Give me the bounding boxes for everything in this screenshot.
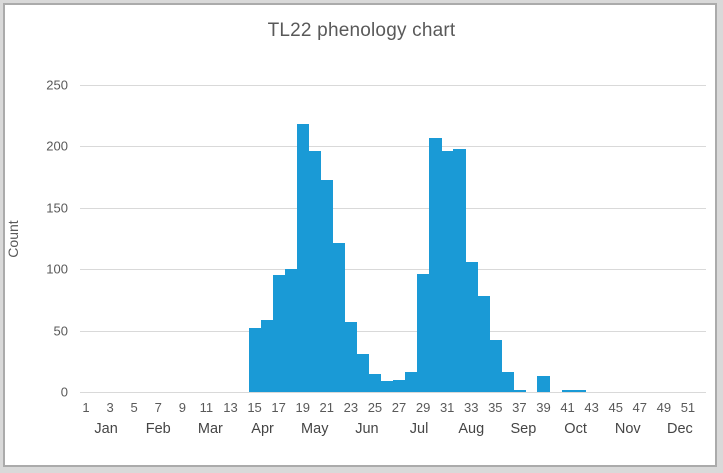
bar-week-29 <box>417 274 430 392</box>
bar-week-30 <box>429 137 442 392</box>
x-month-label-nov: Nov <box>614 421 641 437</box>
x-tick-label-week-5: 5 <box>130 400 138 415</box>
x-tick-label-week-43: 43 <box>584 400 599 415</box>
x-tick-label-week-39: 39 <box>536 400 551 415</box>
x-month-label-jan: Jan <box>94 421 118 437</box>
y-tick-label-250: 250 <box>46 77 68 93</box>
x-tick-label-week-41: 41 <box>560 400 575 415</box>
bar-week-34 <box>477 296 490 392</box>
x-month-label-jun: Jun <box>355 421 379 437</box>
bar-week-20 <box>308 151 322 392</box>
x-month-label-apr: Apr <box>251 421 274 437</box>
bar-week-31 <box>441 151 454 392</box>
bar-week-33 <box>465 261 478 392</box>
x-tick-label-week-1: 1 <box>82 400 90 415</box>
x-month-label-sep: Sep <box>510 421 537 437</box>
x-tick-label-week-15: 15 <box>247 400 262 415</box>
x-month-label-oct: Oct <box>564 421 587 437</box>
x-tick-label-week-33: 33 <box>464 400 479 415</box>
x-tick-label-week-31: 31 <box>439 400 455 415</box>
bar-week-36 <box>501 372 514 392</box>
x-tick-label-week-21: 21 <box>319 400 335 415</box>
bar-week-22 <box>332 243 346 392</box>
x-tick-label-week-45: 45 <box>608 400 623 415</box>
bar-week-39 <box>537 376 550 392</box>
x-month-label-feb: Feb <box>145 421 171 437</box>
bar-week-41 <box>561 389 575 392</box>
bar-week-32 <box>453 148 466 392</box>
y-tick-label-150: 150 <box>46 200 68 216</box>
bar-week-23 <box>344 322 358 392</box>
gridline-y200 <box>80 146 706 148</box>
bar-week-17 <box>272 275 286 392</box>
x-tick-label-week-29: 29 <box>415 400 431 415</box>
y-tick-label-50: 50 <box>53 323 68 339</box>
x-tick-label-week-27: 27 <box>391 400 407 415</box>
bar-week-18 <box>284 269 298 392</box>
x-month-label-dec: Dec <box>667 421 693 437</box>
x-tick-label-week-35: 35 <box>488 400 503 415</box>
x-tick-label-week-49: 49 <box>656 400 672 415</box>
bar-week-28 <box>405 372 418 392</box>
gridline-y50 <box>80 330 706 332</box>
bar-week-15 <box>248 328 262 392</box>
x-tick-label-week-7: 7 <box>154 400 162 415</box>
gridline-y0 <box>80 392 706 393</box>
bar-week-42 <box>573 389 587 392</box>
bar-week-25 <box>368 373 382 392</box>
bar-week-35 <box>489 340 502 392</box>
y-axis-title: Count <box>5 220 21 258</box>
x-month-label-aug: Aug <box>458 421 485 437</box>
x-tick-label-week-3: 3 <box>106 400 114 415</box>
x-tick-label-week-47: 47 <box>632 400 648 415</box>
bar-week-27 <box>393 379 406 392</box>
x-tick-label-week-51: 51 <box>680 400 696 415</box>
x-tick-label-week-25: 25 <box>367 400 383 415</box>
x-tick-label-week-23: 23 <box>343 400 359 415</box>
gridline-y250 <box>80 85 706 86</box>
y-tick-label-0: 0 <box>60 384 68 400</box>
chart-title: TL22 phenology chart <box>267 20 456 41</box>
y-tick-label-200: 200 <box>46 138 68 154</box>
x-tick-label-week-19: 19 <box>295 400 310 415</box>
x-tick-label-week-37: 37 <box>512 400 527 415</box>
bar-week-37 <box>513 389 526 392</box>
plot-area <box>80 85 706 393</box>
x-tick-label-week-11: 11 <box>199 400 214 415</box>
bar-week-16 <box>260 319 274 392</box>
gridline-y150 <box>80 207 706 209</box>
gridline-y100 <box>80 269 706 271</box>
bar-week-19 <box>296 124 310 392</box>
bar-week-24 <box>356 353 370 392</box>
bar-week-26 <box>380 380 394 392</box>
x-tick-label-week-9: 9 <box>178 400 186 415</box>
x-month-label-may: May <box>301 421 329 437</box>
x-month-label-jul: Jul <box>409 421 429 437</box>
bar-week-21 <box>320 179 334 392</box>
y-tick-label-100: 100 <box>46 261 68 277</box>
x-tick-label-week-13: 13 <box>223 400 238 415</box>
x-month-label-mar: Mar <box>197 421 223 437</box>
x-tick-label-week-17: 17 <box>271 400 286 415</box>
